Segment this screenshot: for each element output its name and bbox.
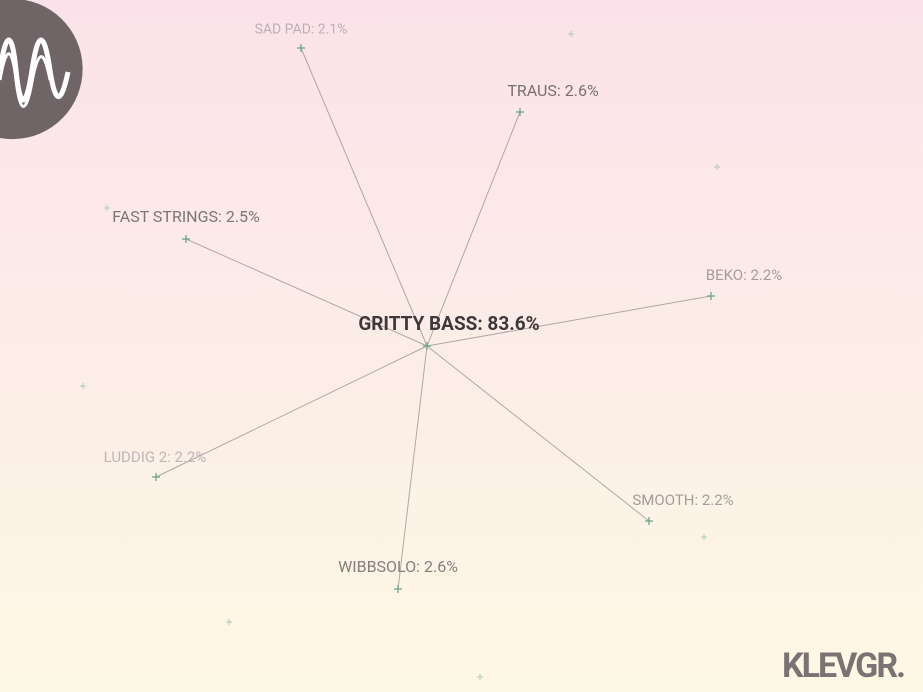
sample-label: FAST STRINGS: 2.5% — [112, 207, 260, 226]
sample-label: SMOOTH: 2.2% — [632, 491, 733, 509]
brand-logo: KLEVGR. — [782, 646, 904, 686]
link-line — [185, 238, 428, 347]
sample-label: LUDDIG 2: 2.2% — [104, 448, 207, 466]
link-line — [397, 345, 428, 590]
link-line — [300, 47, 428, 347]
sample-point[interactable] — [645, 517, 653, 525]
sample-label: TRAUS: 2.6% — [507, 81, 599, 100]
sample-label: WIBBSOLO: 2.6% — [338, 557, 458, 576]
sample-label: BEKO: 2.2% — [706, 266, 783, 284]
sample-label: SAD PAD: 2.1% — [255, 22, 348, 38]
logo-wave — [0, 37, 71, 103]
sample-point[interactable] — [707, 292, 715, 300]
logo-wave — [0, 52, 52, 108]
sample-point[interactable] — [516, 108, 524, 116]
sample-point[interactable] — [394, 585, 402, 593]
link-line — [155, 345, 428, 478]
center-label: GRITTY BASS: 83.6% — [358, 312, 539, 335]
sample-point[interactable] — [297, 44, 305, 52]
logo-icon[interactable] — [0, 0, 83, 140]
sample-point[interactable] — [182, 235, 190, 243]
link-line — [426, 345, 650, 522]
link-line — [426, 295, 712, 347]
sample-point[interactable] — [152, 473, 160, 481]
link-line — [426, 111, 521, 347]
cursor-point[interactable] — [423, 342, 431, 350]
